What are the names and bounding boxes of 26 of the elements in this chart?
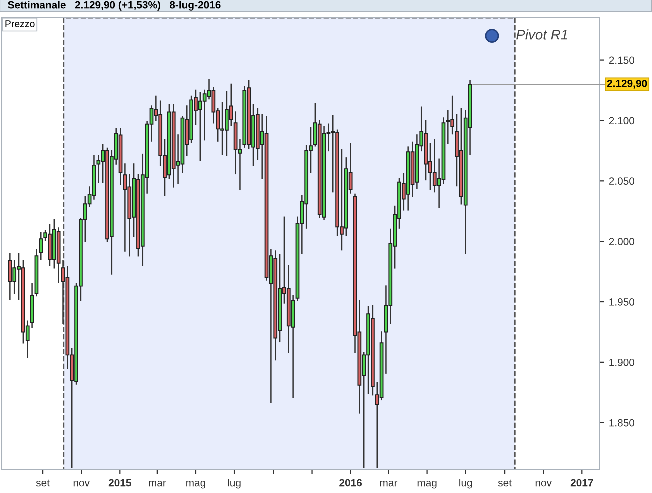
candlestick <box>8 253 12 300</box>
x-tick-label: set <box>498 480 512 487</box>
x-tick-label: mar <box>149 480 166 487</box>
y-tick-label: 2.150 <box>609 56 635 64</box>
y-tick-label: 1.950 <box>610 298 635 306</box>
y-tick-label: 1.900 <box>610 358 635 366</box>
y-tick-label: 2.000 <box>609 238 635 246</box>
x-tick-label: mag <box>418 480 437 489</box>
x-tick-label: nov <box>536 480 552 487</box>
chart-title: Settimanale 2.129,90 (+1,53%) 8-lug-2016 <box>8 1 221 11</box>
y-tick-label: 2.050 <box>609 178 635 186</box>
y-tick-label: 2.100 <box>609 117 635 125</box>
x-tick-label: mag <box>186 480 206 489</box>
annotation: Prezzo <box>6 20 35 28</box>
candlestick <box>123 164 128 252</box>
y-tick-label: 1.850 <box>610 419 635 427</box>
x-tick-label: set <box>36 480 50 487</box>
x-tick-label: 2017 <box>570 479 594 487</box>
annotation: 2.129,90 <box>607 80 648 89</box>
x-tick-label: lug <box>228 479 241 489</box>
x-tick-label: lug <box>460 479 472 489</box>
x-tick-label: 2016 <box>340 479 362 487</box>
x-tick-label: 2015 <box>108 479 132 487</box>
band-label: Pivot R1 <box>516 30 568 40</box>
x-tick-label: mar <box>380 480 398 487</box>
x-tick-label: nov <box>74 480 90 487</box>
